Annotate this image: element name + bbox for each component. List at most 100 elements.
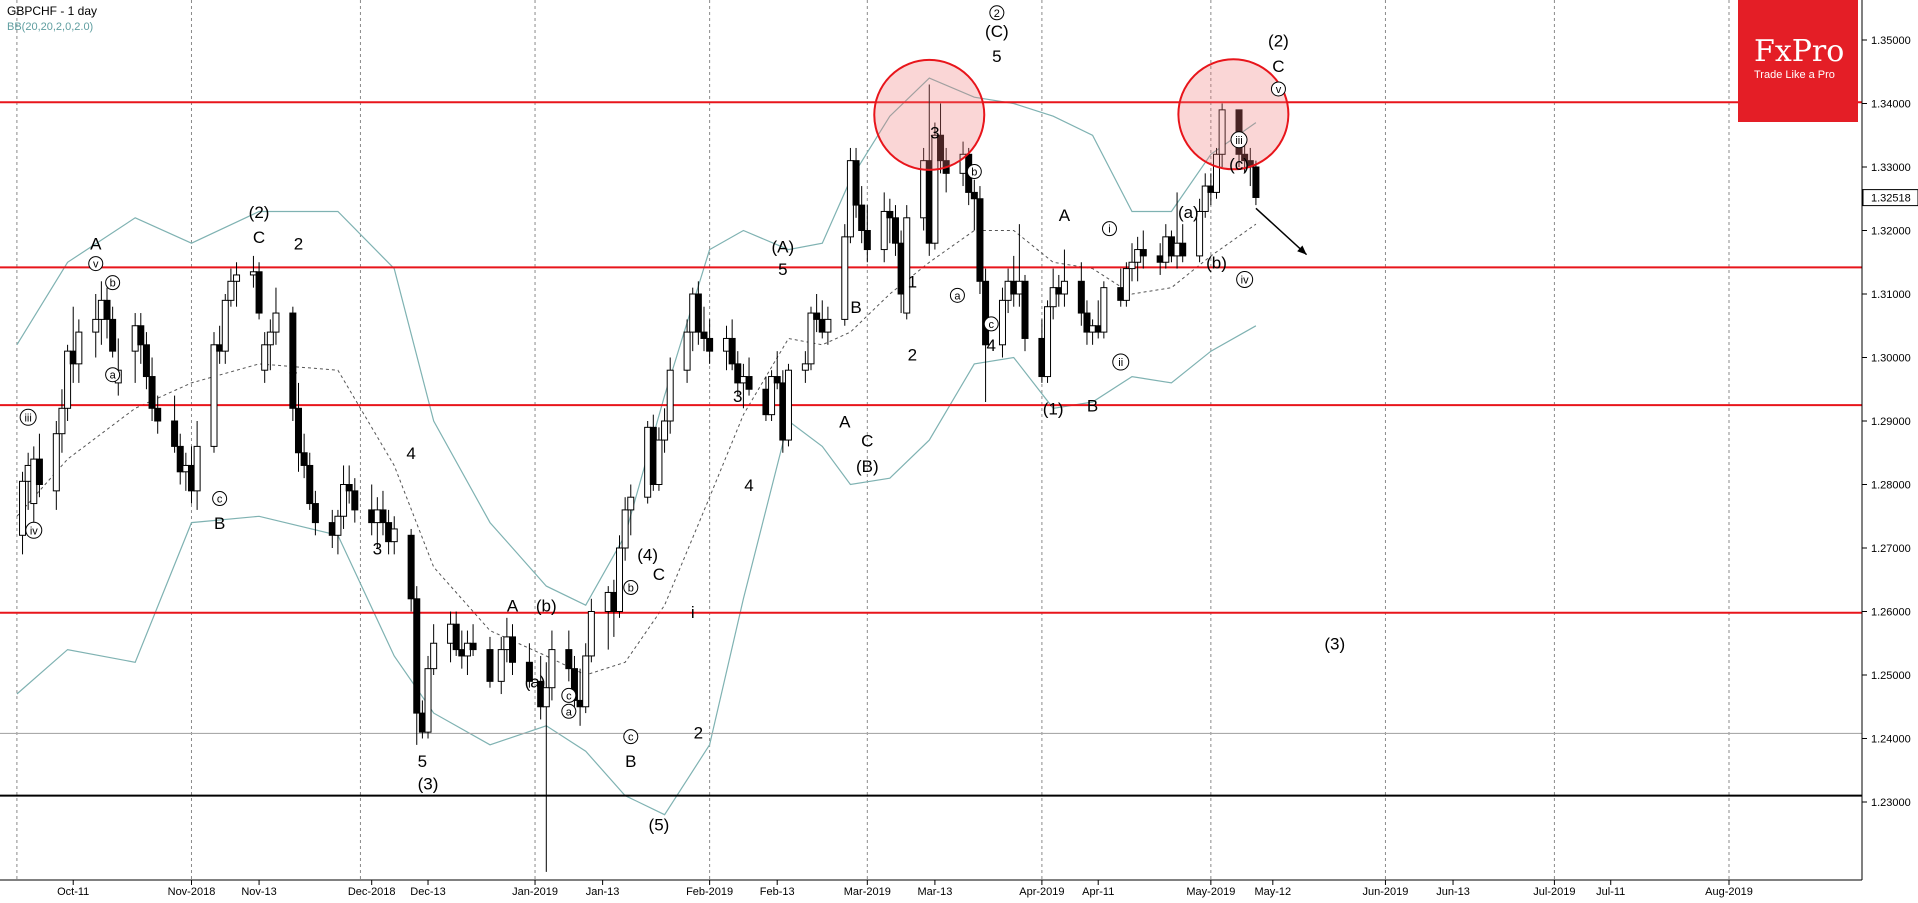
candle-body bbox=[75, 331, 83, 365]
wave-label: (3) bbox=[1324, 635, 1345, 654]
candle-body bbox=[525, 661, 533, 682]
bb-middle-line bbox=[16, 223, 1257, 676]
wave-label: 2 bbox=[994, 8, 1000, 20]
x-tick-label: Mar-13 bbox=[917, 886, 952, 898]
candle-body bbox=[227, 280, 235, 301]
candle-body bbox=[897, 242, 905, 295]
y-tick-label: 1.29000 bbox=[1871, 416, 1911, 428]
candle-body bbox=[728, 337, 736, 365]
wave-label-circle bbox=[1230, 131, 1248, 149]
wave-label: C bbox=[653, 565, 665, 584]
y-tick-label: 1.35000 bbox=[1871, 35, 1911, 47]
candle-body bbox=[103, 299, 111, 320]
candle-body bbox=[221, 299, 229, 352]
candle-body bbox=[261, 344, 269, 371]
wave-label: C bbox=[253, 228, 265, 247]
candle-body bbox=[486, 649, 494, 682]
wave-label: 4 bbox=[986, 336, 995, 355]
y-tick-label: 1.23000 bbox=[1871, 797, 1911, 809]
wave-label: c bbox=[566, 690, 572, 702]
wave-label: (5) bbox=[649, 816, 670, 835]
wave-label: A bbox=[839, 412, 851, 431]
wave-label-circle bbox=[88, 256, 104, 272]
candle-body bbox=[880, 210, 888, 251]
candle-body bbox=[1128, 261, 1136, 270]
x-tick-label: May-12 bbox=[1254, 886, 1291, 898]
candles bbox=[19, 84, 1260, 872]
wave-label: (c) bbox=[1229, 155, 1249, 174]
candle-body bbox=[19, 480, 27, 536]
candle-body bbox=[424, 668, 432, 733]
candle-body bbox=[289, 312, 297, 409]
wave-label-circle bbox=[105, 367, 121, 383]
wave-label-circle bbox=[561, 703, 577, 719]
candle-body bbox=[294, 407, 302, 454]
candle-body bbox=[616, 547, 624, 612]
wave-label-circle bbox=[561, 687, 577, 703]
x-tick-label: Feb-2019 bbox=[686, 886, 733, 898]
candle-body bbox=[447, 623, 455, 644]
candle-body bbox=[306, 464, 314, 505]
candle-body bbox=[1196, 210, 1204, 257]
candle-body bbox=[852, 160, 860, 206]
wave-label: B bbox=[625, 752, 636, 771]
wave-label: iii bbox=[1235, 135, 1242, 147]
wave-label-circle bbox=[1101, 221, 1117, 237]
wave-label-circle bbox=[966, 164, 982, 180]
highlight-circle bbox=[873, 58, 986, 171]
y-tick-label: 1.25000 bbox=[1871, 670, 1911, 682]
wave-label: c bbox=[217, 494, 223, 506]
candle-body bbox=[627, 496, 635, 511]
wave-label: a bbox=[110, 370, 117, 382]
x-tick-label: Dec-2018 bbox=[348, 886, 396, 898]
wave-label: (C) bbox=[985, 22, 1009, 41]
candle-body bbox=[1100, 287, 1108, 333]
candle-body bbox=[1179, 242, 1187, 257]
candle-body bbox=[1162, 236, 1170, 263]
candle-body bbox=[1134, 249, 1142, 263]
wave-label-circle bbox=[1236, 270, 1254, 288]
candle-body bbox=[58, 407, 66, 435]
candle-body bbox=[1015, 280, 1023, 295]
candle-body bbox=[193, 445, 201, 492]
wave-label: 3 bbox=[373, 539, 382, 558]
candle-body bbox=[565, 649, 573, 670]
candle-body bbox=[373, 509, 381, 524]
candle-body bbox=[779, 382, 787, 441]
logo-tagline: Trade Like a Pro bbox=[1754, 69, 1835, 81]
wave-label: iv bbox=[1241, 274, 1249, 286]
candle-body bbox=[24, 464, 32, 482]
current-price-label: 1.32518 bbox=[1871, 193, 1911, 205]
wave-label: B bbox=[850, 298, 861, 317]
candle-body bbox=[937, 134, 945, 162]
wave-label: a bbox=[954, 290, 961, 302]
wave-label: (b) bbox=[1206, 254, 1227, 273]
wave-label: b bbox=[628, 582, 634, 594]
candle-body bbox=[131, 325, 139, 352]
x-tick-label: Jul-2019 bbox=[1533, 886, 1575, 898]
wave-label: (1) bbox=[1043, 400, 1064, 419]
candle-body bbox=[452, 623, 460, 651]
candle-body bbox=[661, 420, 669, 441]
candle-body bbox=[666, 369, 674, 422]
candle-body bbox=[176, 445, 184, 473]
wave-label: a bbox=[566, 706, 573, 718]
candle-body bbox=[142, 344, 150, 378]
wave-label: ii bbox=[1118, 357, 1123, 369]
y-tick-label: 1.30000 bbox=[1871, 353, 1911, 365]
candle-body bbox=[1055, 287, 1063, 295]
candle-body bbox=[542, 687, 550, 708]
wave-label: v bbox=[1276, 84, 1282, 96]
wave-label-circle bbox=[989, 5, 1005, 21]
candle-body bbox=[52, 433, 60, 492]
candle-body bbox=[328, 522, 336, 536]
x-tick-label: Jan-13 bbox=[586, 886, 620, 898]
indicator-label: BB(20,20,2,0,2.0) bbox=[7, 21, 94, 33]
candle-body bbox=[187, 464, 195, 492]
bb-upper-line bbox=[16, 77, 1257, 606]
candle-body bbox=[497, 649, 505, 682]
x-tick-label: Jan-2019 bbox=[512, 886, 558, 898]
chart-title: GBPCHF - 1 day bbox=[7, 4, 98, 18]
